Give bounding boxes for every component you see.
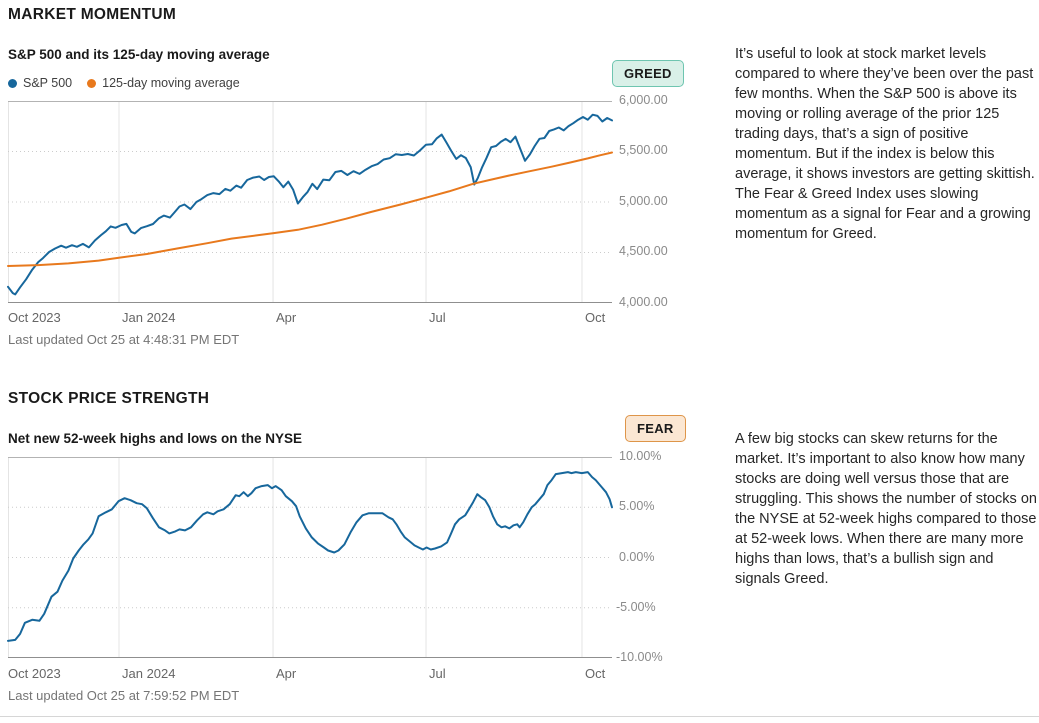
y-axis-label: 4,000.00 <box>619 295 668 309</box>
y-axis-label: -5.00% <box>616 600 656 614</box>
section-title-stock-price-strength: STOCK PRICE STRENGTH <box>8 390 210 407</box>
chart-subtitle-net-highs-lows: Net new 52-week highs and lows on the NY… <box>8 431 303 446</box>
x-axis-label: Jan 2024 <box>122 666 176 681</box>
chart-subtitle-sp500: S&P 500 and its 125-day moving average <box>8 47 270 62</box>
x-axis-label: Jul <box>429 666 446 681</box>
x-axis-label: Jan 2024 <box>122 310 176 325</box>
market-momentum-chart[interactable] <box>7 101 613 303</box>
x-axis-label: Oct 2023 <box>8 310 61 325</box>
legend-item-moving-average: 125-day moving average <box>87 76 240 90</box>
y-axis-label: 4,500.00 <box>619 244 668 258</box>
bottom-divider <box>0 716 1039 717</box>
sp500-series-dot-icon <box>8 78 17 88</box>
momentum-description: It’s useful to look at stock market leve… <box>735 46 1035 242</box>
legend-label: 125-day moving average <box>102 76 240 90</box>
y-axis-label: 10.00% <box>619 449 662 463</box>
x-axis-label: Oct <box>585 666 606 681</box>
y-axis-label: 5,000.00 <box>619 194 668 208</box>
x-axis-label: Oct 2023 <box>8 666 61 681</box>
y-axis-label: 5.00% <box>619 499 655 513</box>
strength-description: A few big stocks can skew returns for th… <box>735 431 1037 587</box>
x-axis-label: Jul <box>429 310 446 325</box>
y-axis-label: 5,500.00 <box>619 143 668 157</box>
sentiment-badge-fear: FEAR <box>625 415 686 442</box>
section-title-market-momentum: MARKET MOMENTUM <box>8 6 177 23</box>
legend: S&P 500 125-day moving average <box>8 76 240 90</box>
y-axis-label: -10.00% <box>616 650 663 664</box>
moving-average-series-dot-icon <box>87 78 97 88</box>
sentiment-badge-greed: GREED <box>612 60 684 87</box>
last-updated-strength: Last updated Oct 25 at 7:59:52 PM EDT <box>8 688 240 703</box>
x-axis-label: Oct <box>585 310 606 325</box>
legend-label: S&P 500 <box>23 76 73 90</box>
stock-price-strength-chart[interactable] <box>7 457 613 658</box>
legend-item-sp500: S&P 500 <box>8 76 72 90</box>
last-updated-momentum: Last updated Oct 25 at 4:48:31 PM EDT <box>8 332 240 347</box>
y-axis-label: 6,000.00 <box>619 93 668 107</box>
x-axis-label: Apr <box>276 666 297 681</box>
x-axis-label: Apr <box>276 310 297 325</box>
y-axis-label: 0.00% <box>619 550 655 564</box>
